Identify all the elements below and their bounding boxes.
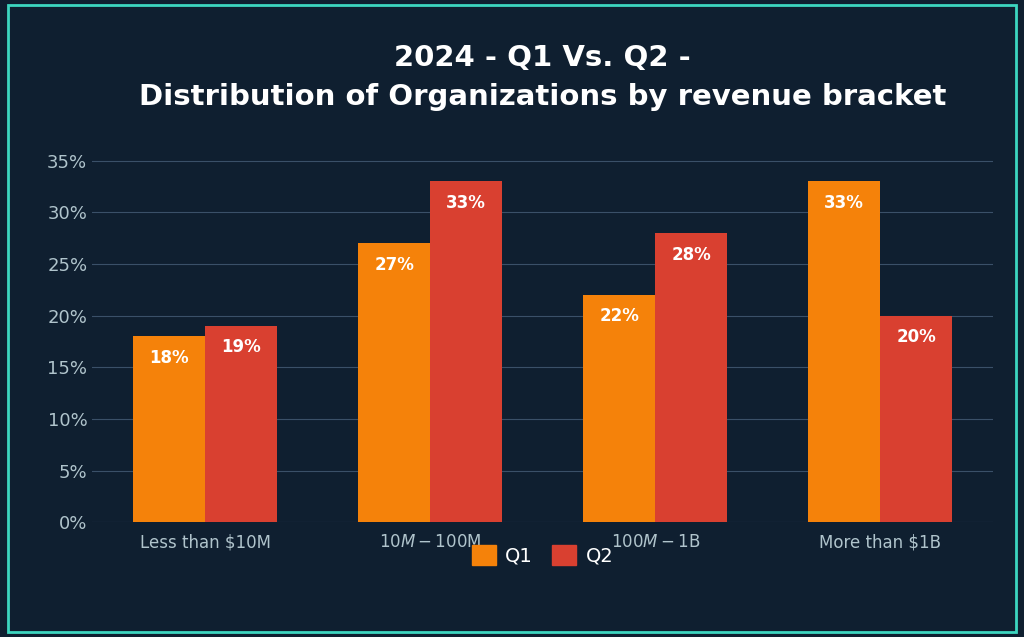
Text: 27%: 27% — [374, 256, 414, 274]
Bar — [133, 336, 205, 522]
Bar — [358, 243, 430, 522]
Text: 22%: 22% — [599, 308, 639, 326]
Bar — [205, 326, 278, 522]
Bar — [655, 233, 727, 522]
Legend: Q1, Q2: Q1, Q2 — [465, 538, 621, 574]
Text: 19%: 19% — [221, 338, 261, 357]
Bar — [584, 295, 655, 522]
Bar — [881, 316, 952, 522]
Text: 33%: 33% — [446, 194, 486, 212]
Bar — [808, 182, 881, 522]
Text: 20%: 20% — [896, 328, 936, 346]
Title: 2024 - Q1 Vs. Q2 -
Distribution of Organizations by revenue bracket: 2024 - Q1 Vs. Q2 - Distribution of Organ… — [139, 45, 946, 111]
Text: 18%: 18% — [150, 349, 189, 367]
Bar — [430, 182, 502, 522]
Text: 28%: 28% — [672, 245, 711, 264]
Text: 33%: 33% — [824, 194, 864, 212]
